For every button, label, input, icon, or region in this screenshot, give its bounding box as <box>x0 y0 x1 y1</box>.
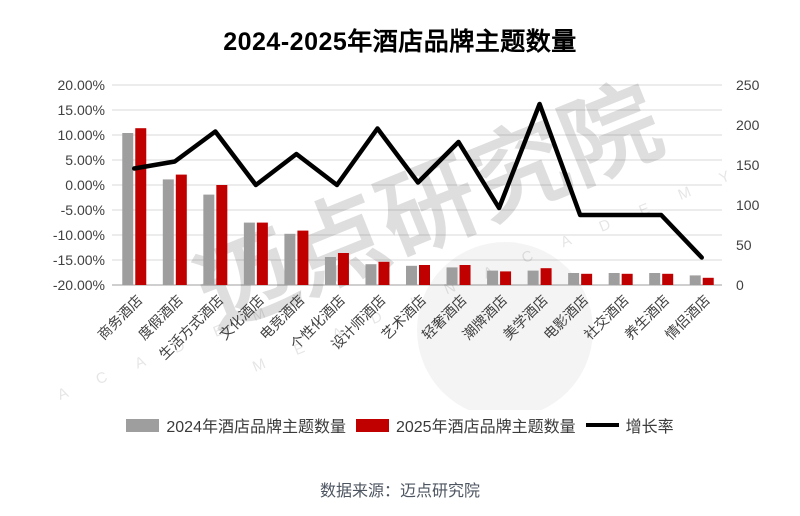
svg-text:250: 250 <box>736 77 760 93</box>
legend-label-2025: 2025年酒店品牌主题数量 <box>395 419 576 436</box>
data-source-note: 数据来源：迈点研究院 <box>319 483 480 500</box>
legend-swatch-2024-icon <box>126 418 160 432</box>
bar-2025-14 <box>702 277 714 285</box>
growth-line <box>132 101 704 260</box>
bar-2024-1 <box>162 179 174 285</box>
legend-swatch-2025-icon <box>355 418 389 432</box>
legend-item-growth: 增长率 <box>585 413 674 437</box>
bar-2024-9 <box>487 270 499 285</box>
bar-2025-7 <box>419 265 430 285</box>
chart-legend: 2024年酒店品牌主题数量 2025年酒店品牌主题数量 增长率 <box>0 413 800 437</box>
bar-2024-12 <box>608 273 620 285</box>
svg-text:15.00%: 15.00% <box>58 102 105 118</box>
legend-line-swatch-icon <box>585 423 619 427</box>
bar-2025-3 <box>256 222 268 285</box>
bar-2024-3 <box>243 222 255 285</box>
bar-2025-5 <box>337 253 349 285</box>
bar-2025-13 <box>662 273 674 285</box>
legend-label-growth: 增长率 <box>625 419 674 436</box>
bar-2025-6 <box>378 261 390 285</box>
bar-2025-0 <box>135 128 147 285</box>
right-axis-ticks: 250 200 150 100 50 0 <box>736 77 760 293</box>
svg-text:-15.00%: -15.00% <box>53 252 105 268</box>
bar-2024-8 <box>446 267 458 285</box>
svg-text:-10.00%: -10.00% <box>53 227 105 243</box>
bar-2024-13 <box>649 273 661 285</box>
bar-2025-2 <box>216 185 228 285</box>
svg-text:-20.00%: -20.00% <box>53 277 105 293</box>
svg-text:200: 200 <box>736 117 760 133</box>
svg-text:50: 50 <box>736 237 752 253</box>
bar-2025-9 <box>500 271 512 285</box>
bar-2024-0 <box>122 133 134 285</box>
bar-2025-11 <box>581 273 593 285</box>
chart-title: 2024-2025年酒店品牌主题数量 <box>223 28 577 56</box>
svg-text:0: 0 <box>736 277 744 293</box>
bar-2025-12 <box>621 273 633 285</box>
bar-2024-10 <box>527 270 539 285</box>
svg-text:A C A D E M Y: A C A D E M Y <box>55 284 320 404</box>
bar-2025-1 <box>175 174 187 285</box>
legend-item-2025: 2025年酒店品牌主题数量 <box>355 413 576 437</box>
svg-text:10.00%: 10.00% <box>58 127 105 143</box>
svg-text:5.00%: 5.00% <box>65 152 105 168</box>
bar-2024-7 <box>406 265 417 285</box>
svg-text:20.00%: 20.00% <box>58 77 105 93</box>
bar-2024-11 <box>568 273 580 285</box>
bar-2024-6 <box>365 264 377 285</box>
bar-2024-2 <box>203 194 215 285</box>
legend-label-2024: 2024年酒店品牌主题数量 <box>166 419 346 436</box>
bar-2024-4 <box>284 233 296 285</box>
svg-text:-5.00%: -5.00% <box>61 202 105 218</box>
bars-group <box>122 128 714 285</box>
legend-item-2024: 2024年酒店品牌主题数量 <box>126 413 346 437</box>
svg-text:100: 100 <box>736 197 760 213</box>
bar-2025-10 <box>540 268 552 285</box>
svg-text:0.00%: 0.00% <box>65 177 105 193</box>
bar-2024-5 <box>324 257 336 285</box>
bar-2025-8 <box>459 265 471 285</box>
x-label-14: 情侣酒店 <box>662 292 713 343</box>
bar-2024-14 <box>689 275 701 285</box>
left-axis-ticks: 20.00% 15.00% 10.00% 5.00% 0.00% -5.00% -10.00… <box>53 77 105 293</box>
svg-text:150: 150 <box>736 157 760 173</box>
bar-2025-4 <box>297 230 309 285</box>
